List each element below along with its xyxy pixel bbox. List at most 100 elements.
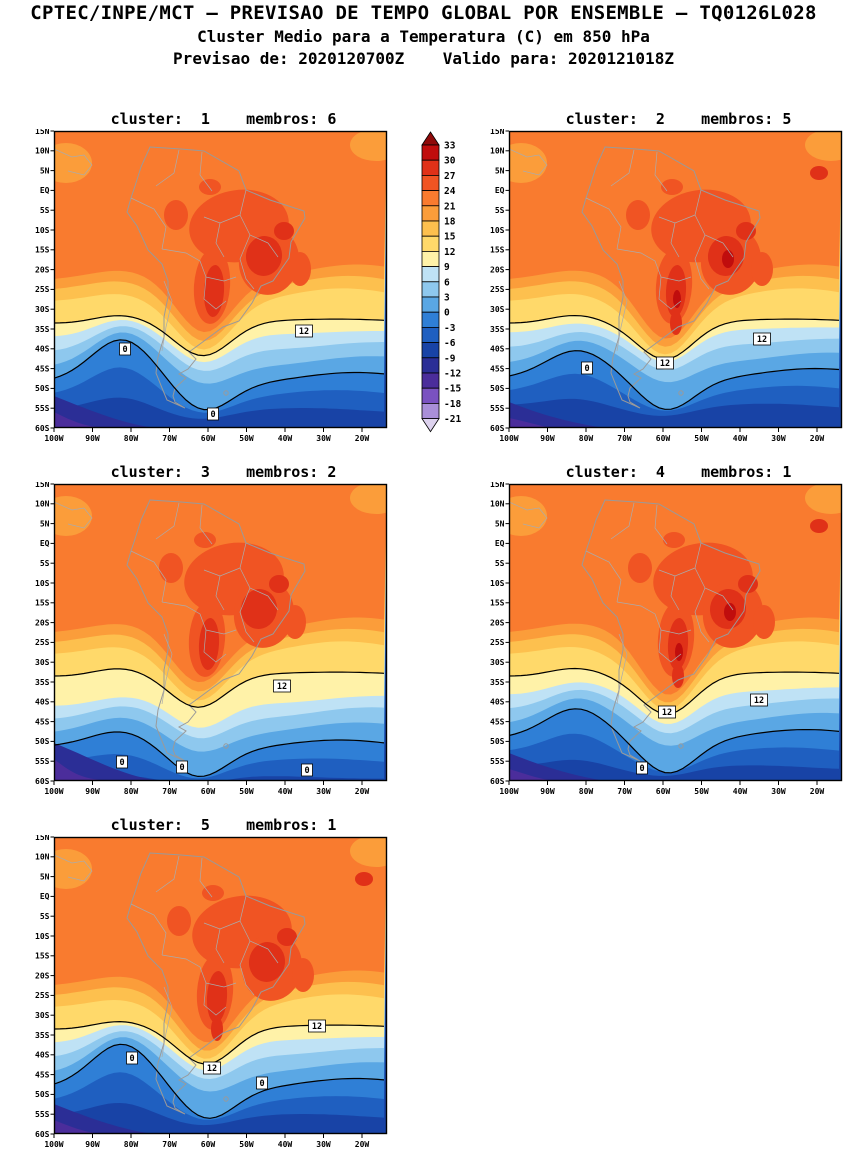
colorbar-tick-label: 3 xyxy=(444,293,450,304)
svg-text:0: 0 xyxy=(179,763,184,773)
svg-text:12: 12 xyxy=(207,1064,217,1074)
temperature-field: 12 0 0 xyxy=(54,131,387,428)
coastline-icon xyxy=(126,499,306,762)
lat-tick-label: 15N xyxy=(490,482,505,489)
contour-label: 0 xyxy=(207,407,219,421)
contour-line-12 xyxy=(54,1020,385,1065)
lat-tick-label: 5S xyxy=(40,206,50,215)
colorbar-tick-label: 9 xyxy=(444,262,450,273)
lon-tick-label: 100W xyxy=(499,434,518,443)
lon-tick-label: 60W xyxy=(201,1140,216,1149)
lat-tick-label: 55S xyxy=(490,404,505,413)
panel-cluster-2: cluster: 2 membros: 5 12 12 0 15N 10N 5N EQ 5S 10… xyxy=(483,110,847,445)
panel-title: cluster: 4 membros: 1 xyxy=(565,463,792,481)
svg-text:12: 12 xyxy=(754,696,764,706)
lon-tick-label: 80W xyxy=(124,1140,139,1149)
lon-tick-label: 20W xyxy=(355,787,370,796)
lon-tick-label: 100W xyxy=(44,1140,63,1149)
lat-tick-label: 15S xyxy=(35,599,50,608)
lat-tick-label: 60S xyxy=(35,424,50,433)
lon-tick-label: 90W xyxy=(85,1140,100,1149)
lat-tick-label: EQ xyxy=(495,186,505,195)
lon-tick-label: 100W xyxy=(499,787,518,796)
panel-cluster-5: cluster: 5 membros: 1 12 12 0 0 15N 10N 5N EQ 5S 1… xyxy=(28,816,393,1151)
country-borders xyxy=(54,501,279,705)
lon-tick-label: 60W xyxy=(656,434,671,443)
lat-tick-label: 50S xyxy=(35,737,50,746)
colorbar-legend: 33 30 27 24 21 18 15 12 9 6 3 0 -3 -6 -9 -12 -15 -18 -21 xyxy=(420,130,484,438)
lat-tick-label: 10N xyxy=(35,147,50,156)
lat-tick-label: EQ xyxy=(40,539,50,548)
coastline-icon xyxy=(581,146,761,409)
colorbar-tick-label: 15 xyxy=(444,232,456,243)
colorbar-tick-label: 18 xyxy=(444,217,456,228)
lat-tick-label: 50S xyxy=(35,384,50,393)
lon-tick-label: 20W xyxy=(355,1140,370,1149)
lat-tick-label: 10N xyxy=(490,147,505,156)
lon-tick-label: 90W xyxy=(85,434,100,443)
lat-tick-label: 25S xyxy=(35,285,50,294)
panel-title: cluster: 2 membros: 5 xyxy=(565,110,792,128)
page-title: CPTEC/INPE/MCT — PREVISAO DE TEMPO GLOBA… xyxy=(30,2,817,24)
lat-tick-label: 30S xyxy=(490,658,505,667)
lat-tick-label: 25S xyxy=(35,638,50,647)
lat-tick-label: 35S xyxy=(35,325,50,334)
lat-tick-label: 15N xyxy=(35,835,50,842)
forecast-validity-line: Previsao de: 2020120700Z Valido para: 20… xyxy=(173,49,674,68)
contour-line-0 xyxy=(54,1043,385,1119)
panel-cluster-3: cluster: 3 membros: 2 12 0 0 0 15N 10N 5N EQ 5S 10… xyxy=(28,463,393,798)
lon-tick-label: 60W xyxy=(201,787,216,796)
lon-tick-label: 50W xyxy=(694,787,709,796)
lon-tick-label: 70W xyxy=(162,434,177,443)
lat-tick-label: EQ xyxy=(40,186,50,195)
lat-tick-label: 5N xyxy=(40,166,50,175)
lat-tick-label: 20S xyxy=(35,971,50,980)
contour-label: 12 xyxy=(658,705,676,719)
svg-text:0: 0 xyxy=(639,764,644,774)
lat-tick-label: 40S xyxy=(35,1051,50,1060)
country-borders xyxy=(54,854,279,1058)
colorbar-tick-label: 21 xyxy=(444,201,456,212)
lat-tick-label: 55S xyxy=(35,1110,50,1119)
lat-tick-label: 20S xyxy=(35,265,50,274)
lon-tick-label: 80W xyxy=(579,787,594,796)
svg-text:12: 12 xyxy=(277,682,287,692)
contour-line-12 xyxy=(54,668,385,708)
lat-tick-label: 40S xyxy=(35,345,50,354)
contour-label: 12 xyxy=(308,1019,326,1033)
lat-tick-label: 15N xyxy=(35,482,50,489)
contour-label: 0 xyxy=(581,361,593,375)
svg-text:0: 0 xyxy=(129,1054,134,1064)
contour-label: 12 xyxy=(203,1061,221,1075)
lon-tick-label: 40W xyxy=(278,434,293,443)
coastline-icon xyxy=(581,499,761,762)
lat-tick-label: EQ xyxy=(495,539,505,548)
lat-tick-label: 20S xyxy=(35,618,50,627)
lat-tick-label: 10S xyxy=(35,932,50,941)
colorbar-tick-label: 27 xyxy=(444,171,455,182)
colorbar-tick-label: 30 xyxy=(444,156,456,167)
lon-tick-label: 50W xyxy=(239,434,254,443)
contour-line-0 xyxy=(509,350,840,410)
lon-tick-label: 80W xyxy=(124,434,139,443)
lon-tick-label: 40W xyxy=(278,787,293,796)
lat-tick-label: 5S xyxy=(495,206,505,215)
contour-line-0 xyxy=(509,708,840,774)
page-subtitle: Cluster Medio para a Temperatura (C) em … xyxy=(197,27,650,46)
lat-tick-label: 15N xyxy=(35,129,50,136)
contour-label: 12 xyxy=(295,324,313,338)
map-cluster-1: 12 0 0 15N 10N 5N EQ 5S 10S 15S 20S 25S 30S 35S 40S 45S… xyxy=(35,129,388,443)
lon-tick-label: 70W xyxy=(162,1140,177,1149)
colorbar-tick-label: -21 xyxy=(444,414,461,425)
lon-tick-label: 90W xyxy=(85,787,100,796)
lat-tick-label: 45S xyxy=(490,364,505,373)
country-borders xyxy=(509,501,734,705)
colorbar-arrow-bottom xyxy=(421,418,440,433)
panel-title: cluster: 5 membros: 1 xyxy=(110,816,337,834)
lat-tick-label: 45S xyxy=(35,364,50,373)
colorbar-tick-label: 12 xyxy=(444,247,455,258)
lat-tick-label: 20S xyxy=(490,618,505,627)
colorbar-tick-label: 0 xyxy=(444,308,450,319)
lon-tick-label: 20W xyxy=(810,787,825,796)
lat-tick-label: 40S xyxy=(490,345,505,354)
